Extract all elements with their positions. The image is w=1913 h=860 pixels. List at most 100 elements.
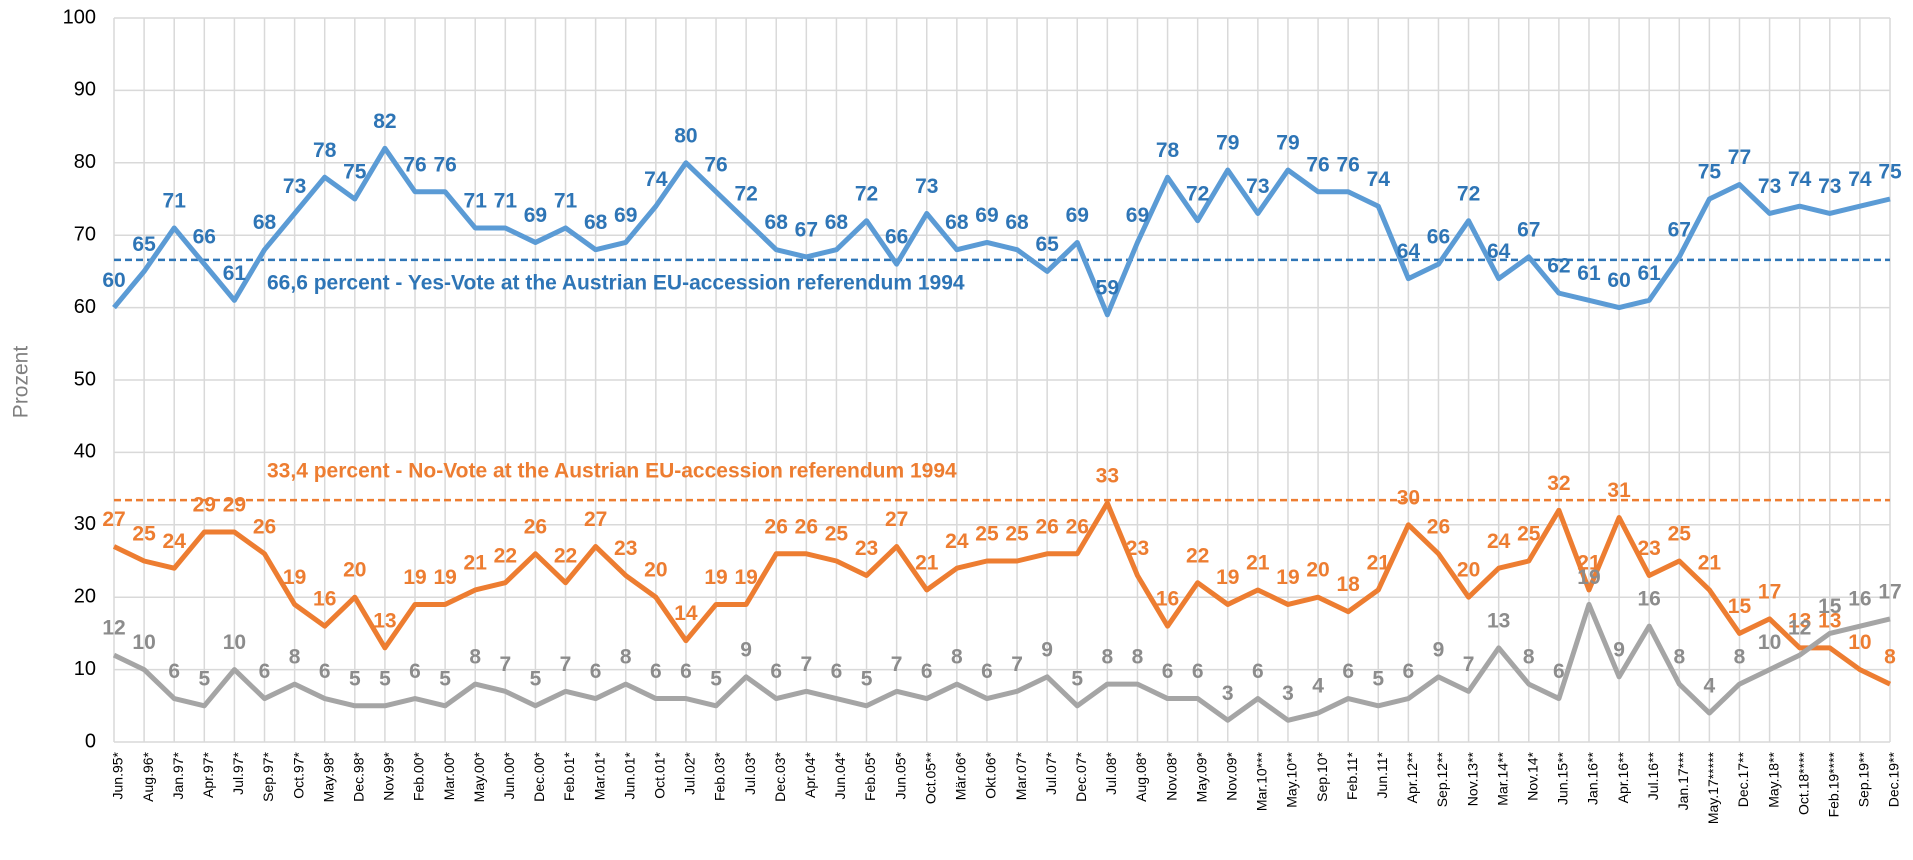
data-label: 5: [710, 667, 722, 690]
x-tick-label: Sep.19**: [1856, 751, 1872, 807]
data-label: 7: [800, 653, 812, 676]
data-label: 19: [1216, 566, 1239, 589]
x-tick-label: Jun.11*: [1374, 751, 1390, 798]
data-label: 76: [704, 153, 727, 176]
data-label: 6: [680, 660, 692, 683]
data-label: 19: [1577, 566, 1600, 589]
x-tick-label: Apr.12**: [1404, 751, 1420, 803]
y-tick-label: 70: [74, 223, 96, 245]
x-tick-label: Mär.06*: [953, 751, 969, 800]
series-line: [112, 601, 1891, 723]
data-label: 20: [1457, 559, 1480, 582]
data-label: 16: [1638, 588, 1661, 611]
data-label: 12: [102, 617, 125, 640]
data-label: 64: [1487, 240, 1511, 263]
data-label: 5: [530, 667, 542, 690]
data-label: 26: [1035, 515, 1058, 538]
data-label: 27: [584, 508, 607, 531]
data-label: 21: [1367, 552, 1391, 575]
data-label: 6: [1252, 660, 1264, 683]
data-label: 74: [1788, 168, 1812, 191]
data-label: 60: [102, 269, 125, 292]
data-label: 75: [1698, 161, 1722, 184]
data-label: 7: [1011, 653, 1023, 676]
data-label: 67: [1668, 218, 1691, 241]
data-label: 71: [464, 190, 488, 213]
data-label: 6: [1403, 660, 1415, 683]
data-label: 16: [1848, 588, 1871, 611]
data-label: 60: [1607, 269, 1630, 292]
data-label: 7: [560, 653, 572, 676]
x-tick-label: Dec.00*: [531, 751, 547, 801]
data-label: 26: [765, 515, 788, 538]
series-line: [112, 145, 1891, 318]
data-label: 68: [584, 211, 608, 234]
data-label: 18: [1336, 573, 1360, 596]
data-label: 5: [379, 667, 391, 690]
data-label: 68: [253, 211, 277, 234]
x-tick-label: Jun.01*: [621, 751, 637, 799]
data-label: 20: [1306, 559, 1329, 582]
data-label: 66: [1427, 226, 1450, 249]
data-label: 69: [1066, 204, 1089, 227]
data-label: 25: [825, 523, 849, 546]
data-label: 29: [193, 494, 216, 517]
data-label: 8: [469, 646, 481, 669]
data-label: 5: [1071, 667, 1083, 690]
data-label: 16: [1156, 588, 1179, 611]
data-label: 69: [1126, 204, 1149, 227]
data-label: 6: [921, 660, 933, 683]
data-label: 31: [1607, 479, 1631, 502]
y-tick-label: 20: [74, 585, 96, 607]
data-label: 21: [1698, 552, 1722, 575]
data-label: 68: [945, 211, 969, 234]
data-label: 64: [1397, 240, 1421, 263]
x-tick-label: Feb.01*: [561, 751, 577, 801]
data-label: 8: [1102, 646, 1114, 669]
x-tick-label: Jan.17***: [1675, 751, 1691, 810]
data-label: 71: [163, 190, 187, 213]
data-label: 6: [590, 660, 602, 683]
data-label: 74: [644, 168, 668, 191]
data-label: 20: [343, 559, 366, 582]
data-label: 72: [1457, 182, 1480, 205]
data-label: 76: [1336, 153, 1359, 176]
x-tick-label: Nov.99*: [381, 751, 397, 800]
data-label: 73: [1246, 175, 1269, 198]
data-label: 8: [1523, 646, 1535, 669]
data-label: 79: [1216, 132, 1239, 155]
data-label: 24: [945, 530, 969, 553]
data-label: 6: [1192, 660, 1204, 683]
data-label: 30: [1397, 486, 1420, 509]
x-tick-label: Apr.16**: [1615, 751, 1631, 803]
data-label: 61: [1638, 262, 1662, 285]
data-label: 26: [524, 515, 547, 538]
data-label: 7: [499, 653, 511, 676]
data-label: 5: [439, 667, 451, 690]
data-label: 72: [734, 182, 757, 205]
data-label: 65: [132, 233, 156, 256]
y-tick-label: 0: [85, 730, 96, 752]
data-label: 76: [1306, 153, 1329, 176]
data-label: 66: [193, 226, 216, 249]
data-label: 78: [313, 139, 337, 162]
data-label: 77: [1728, 146, 1751, 169]
data-label: 72: [855, 182, 878, 205]
data-label: 69: [975, 204, 998, 227]
x-tick-label: Dec.03*: [772, 751, 788, 801]
data-label: 23: [1638, 537, 1661, 560]
data-label: 14: [674, 602, 698, 625]
data-label: 19: [433, 566, 456, 589]
data-label: 15: [1728, 595, 1752, 618]
x-tick-label: Jun.95*: [110, 751, 126, 799]
x-tick-label: Dec.98*: [351, 751, 367, 801]
data-label: 6: [650, 660, 662, 683]
x-tick-label: Jul.16**: [1645, 751, 1661, 800]
data-label: 69: [614, 204, 637, 227]
data-label: 80: [674, 124, 697, 147]
data-label: 76: [403, 153, 426, 176]
data-label: 26: [795, 515, 818, 538]
x-tick-label: Jun.05*: [892, 751, 908, 799]
data-label: 66: [885, 226, 908, 249]
data-label: 72: [1186, 182, 1209, 205]
